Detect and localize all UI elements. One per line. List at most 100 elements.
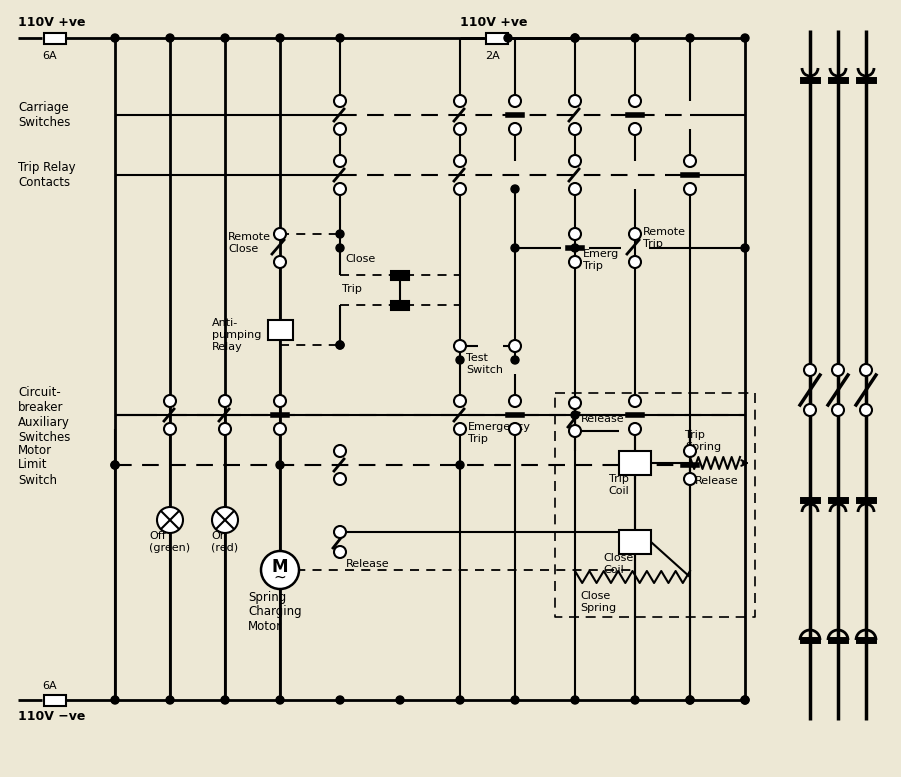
Circle shape	[684, 445, 696, 457]
Circle shape	[166, 696, 174, 704]
Circle shape	[274, 395, 286, 407]
Circle shape	[860, 364, 872, 376]
Circle shape	[509, 95, 521, 107]
Circle shape	[684, 183, 696, 195]
Circle shape	[396, 696, 404, 704]
Circle shape	[166, 34, 174, 42]
Circle shape	[571, 244, 579, 252]
Circle shape	[334, 473, 346, 485]
Text: Release: Release	[346, 559, 389, 569]
Circle shape	[276, 461, 284, 469]
Circle shape	[334, 123, 346, 135]
Circle shape	[336, 230, 344, 238]
Circle shape	[454, 423, 466, 435]
Text: Trip
Spring: Trip Spring	[685, 430, 721, 451]
Circle shape	[274, 228, 286, 240]
Circle shape	[509, 123, 521, 135]
Circle shape	[509, 340, 521, 352]
Text: 2A: 2A	[485, 51, 499, 61]
Circle shape	[336, 696, 344, 704]
Text: Anti-
pumping
Relay: Anti- pumping Relay	[212, 319, 261, 352]
Bar	[44, 695, 66, 706]
Circle shape	[212, 507, 238, 533]
Text: M: M	[272, 558, 288, 576]
Circle shape	[684, 473, 696, 485]
Circle shape	[686, 34, 694, 42]
Text: Motor
Limit
Switch: Motor Limit Switch	[18, 444, 57, 486]
Text: Release: Release	[581, 414, 624, 424]
Circle shape	[509, 395, 521, 407]
Circle shape	[741, 34, 749, 42]
Text: Remote
Close: Remote Close	[228, 232, 271, 254]
Text: 110V −ve: 110V −ve	[18, 709, 86, 723]
Circle shape	[454, 123, 466, 135]
Circle shape	[684, 155, 696, 167]
Circle shape	[860, 404, 872, 416]
Circle shape	[571, 696, 579, 704]
Circle shape	[334, 445, 346, 457]
Circle shape	[569, 95, 581, 107]
Circle shape	[274, 256, 286, 268]
Text: Off
(green): Off (green)	[150, 531, 191, 552]
Circle shape	[111, 34, 119, 42]
Circle shape	[157, 507, 183, 533]
Bar	[391, 301, 409, 309]
Text: Trip
Coil: Trip Coil	[608, 474, 630, 496]
Circle shape	[629, 395, 641, 407]
Circle shape	[456, 461, 464, 469]
Text: Carriage
Switches: Carriage Switches	[18, 101, 70, 129]
Text: Emergency
Trip: Emergency Trip	[468, 422, 531, 444]
Circle shape	[832, 404, 844, 416]
Circle shape	[334, 526, 346, 538]
Bar	[391, 270, 409, 280]
Text: Circuit-
breaker
Auxiliary
Switches: Circuit- breaker Auxiliary Switches	[18, 386, 70, 444]
Circle shape	[511, 356, 519, 364]
Circle shape	[111, 696, 119, 704]
Circle shape	[334, 95, 346, 107]
Text: ~: ~	[274, 570, 287, 584]
Text: Spring
Charging
Motor: Spring Charging Motor	[248, 591, 302, 633]
Circle shape	[629, 123, 641, 135]
Circle shape	[221, 696, 229, 704]
Text: Trip: Trip	[342, 284, 362, 294]
Circle shape	[569, 256, 581, 268]
Circle shape	[334, 183, 346, 195]
Text: 6A: 6A	[42, 681, 58, 691]
Circle shape	[219, 395, 231, 407]
Circle shape	[334, 155, 346, 167]
Text: Remote
Trip: Remote Trip	[643, 227, 686, 249]
Circle shape	[686, 696, 694, 704]
Circle shape	[276, 696, 284, 704]
Circle shape	[454, 340, 466, 352]
Circle shape	[631, 34, 639, 42]
Circle shape	[741, 244, 749, 252]
Circle shape	[804, 404, 816, 416]
Bar	[619, 530, 651, 554]
Text: 6A: 6A	[42, 51, 58, 61]
Circle shape	[111, 461, 119, 469]
Circle shape	[511, 244, 519, 252]
Circle shape	[571, 411, 579, 419]
Circle shape	[571, 34, 579, 42]
Circle shape	[509, 423, 521, 435]
Circle shape	[631, 696, 639, 704]
Bar	[486, 33, 508, 44]
Circle shape	[629, 423, 641, 435]
Circle shape	[221, 34, 229, 42]
Circle shape	[336, 34, 344, 42]
Circle shape	[261, 551, 299, 589]
Circle shape	[571, 34, 579, 42]
Circle shape	[511, 185, 519, 193]
Circle shape	[569, 228, 581, 240]
Circle shape	[454, 183, 466, 195]
Circle shape	[276, 34, 284, 42]
Circle shape	[511, 696, 519, 704]
Circle shape	[111, 461, 119, 469]
Circle shape	[686, 696, 694, 704]
Bar	[619, 451, 651, 475]
Circle shape	[219, 423, 231, 435]
Text: On
(red): On (red)	[212, 531, 239, 552]
Bar	[44, 33, 66, 44]
Circle shape	[569, 425, 581, 437]
Circle shape	[336, 341, 344, 349]
